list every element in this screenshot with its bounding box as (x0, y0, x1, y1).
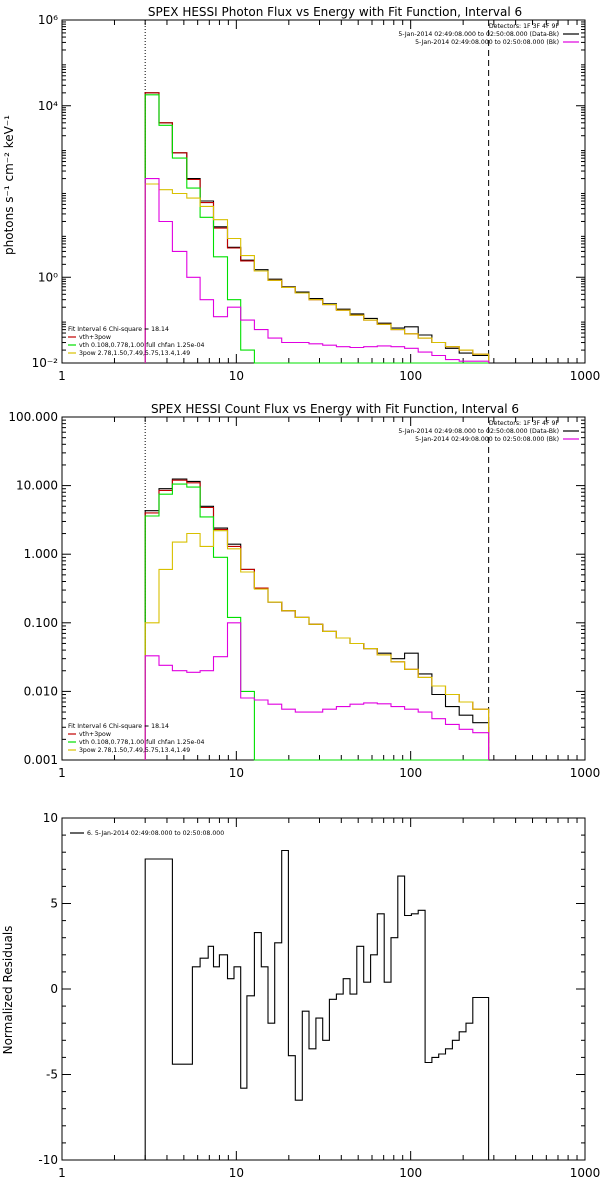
series-line-0 (144, 478, 490, 760)
plot-frame (61, 19, 586, 364)
legend-bottom-left-entry: Fit Interval 6 Chi-square = 18.14 (68, 723, 169, 730)
y-tick-label: -10 (38, 1153, 58, 1167)
count-flux-panel: SPEX HESSI Count Flux vs Energy with Fit… (8, 402, 600, 780)
series-line-1 (144, 92, 490, 363)
legend-bottom-left-entry: Fit Interval 6 Chi-square = 18.14 (68, 326, 169, 333)
legend-bottom-left-entry: 3pow 2.78,1.50,7.49,5.75,13.4,1.49 (79, 350, 190, 357)
series-line-2 (144, 94, 489, 364)
y-tick-label: 10.000 (16, 479, 58, 493)
legend-top-right-entry: 5-Jan-2014 02:49:08.000 to 02:50:08.000 … (398, 31, 559, 38)
legend-bottom-left-entry: vth 0.108,0.778,1.00 full chfan 1.25e-04 (79, 342, 205, 349)
x-tick-label: 1000 (570, 369, 600, 383)
series-line-1 (144, 479, 490, 760)
legend-top-right-entry: 5-Jan-2014 02:49:08.000 to 02:50:08.000 … (398, 428, 559, 435)
legend-top-right-entry: Detectors: 1F 3F 4F 9F (489, 23, 560, 30)
x-tick-label: 1000 (570, 766, 600, 780)
x-tick-label: 100 (399, 1166, 422, 1180)
legend-top-right-entry: Detectors: 1F 3F 4F 9F (489, 420, 560, 427)
series-line-4 (144, 178, 490, 363)
series-line-3 (144, 530, 490, 760)
legend-bottom-left-entry: vth 0.108,0.778,1.00 full chfan 1.25e-04 (79, 739, 205, 746)
x-tick-label: 10 (229, 1166, 244, 1180)
legend-top-right-entry: 5-Jan-2014 02:49:08.000 to 02:50:08.000 … (415, 436, 559, 443)
x-tick-label: 1000 (570, 1166, 600, 1180)
y-tick-label: 0.100 (24, 616, 58, 630)
y-tick-label: 0.001 (24, 753, 58, 767)
residuals-ylabel: Normalized Residuals (1, 926, 15, 1055)
x-tick-label: 10 (229, 766, 244, 780)
y-tick-label: 0 (50, 982, 58, 996)
photon-flux-panel: SPEX HESSI Photon Flux vs Energy with Fi… (2, 5, 600, 383)
y-tick-label: 10⁰ (38, 270, 58, 284)
photon-flux-ylabel: photons s⁻¹ cm⁻² keV⁻¹ (2, 115, 16, 255)
legend-bottom-left-entry: vth+3pow (79, 731, 111, 738)
series-line-0 (144, 92, 490, 363)
y-tick-label: 10⁶ (38, 13, 58, 27)
legend-bottom-left-entry: 3pow 2.78,1.50,7.49,5.75,13.4,1.49 (79, 747, 190, 754)
series-line-3 (144, 183, 490, 363)
x-tick-label: 1 (58, 766, 66, 780)
series-line-4 (144, 622, 490, 760)
photon-flux-title: SPEX HESSI Photon Flux vs Energy with Fi… (148, 5, 522, 19)
residuals-panel: Normalized Residuals 1 10 100 1000 -10 -5 0 5 10… (1, 811, 600, 1180)
series-line-0 (144, 849, 490, 1160)
plot-frame (61, 817, 586, 1161)
y-tick-label: 0.010 (24, 684, 58, 698)
residuals-legend-entry: 6. 5-Jan-2014 02:49:08.000 to 02:50:08.0… (87, 830, 224, 837)
x-tick-label: 100 (399, 766, 422, 780)
series-line-2 (144, 483, 489, 761)
y-tick-label: 5 (50, 897, 58, 911)
count-flux-title: SPEX HESSI Count Flux vs Energy with Fit… (151, 402, 519, 416)
x-tick-label: 10 (229, 369, 244, 383)
y-tick-label: 10⁻² (32, 356, 59, 370)
y-tick-label: 10⁴ (38, 99, 58, 113)
y-tick-label: 10 (43, 811, 58, 825)
x-tick-label: 100 (399, 369, 422, 383)
x-tick-label: 1 (58, 369, 66, 383)
legend-bottom-left-entry: vth+3pow (79, 334, 111, 341)
y-tick-label: -5 (46, 1068, 58, 1082)
x-tick-label: 1 (58, 1166, 66, 1180)
plot-frame (61, 416, 586, 761)
y-tick-label: 100.000 (8, 410, 58, 424)
legend-top-right-entry: 5-Jan-2014 02:49:08.000 to 02:50:08.000 … (415, 39, 559, 46)
y-tick-label: 1.000 (24, 547, 58, 561)
